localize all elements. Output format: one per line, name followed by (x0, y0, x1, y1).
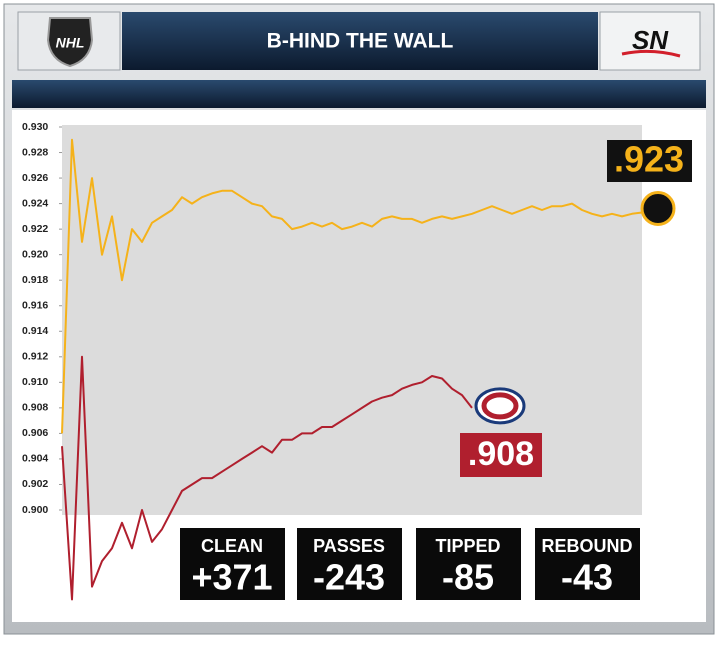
y-tick-label: 0.910 (22, 376, 48, 388)
y-tick-label: 0.918 (22, 274, 48, 286)
y-tick-label: 0.930 (22, 121, 48, 133)
team-logo (481, 392, 519, 420)
y-tick-label: 0.900 (22, 504, 48, 516)
y-tick-label: 0.928 (22, 146, 48, 158)
y-tick-label: 0.912 (22, 351, 48, 363)
end-label-box (460, 433, 542, 477)
sn-logo: SN (632, 25, 669, 55)
stat-label: PASSES (313, 536, 385, 556)
end-label-box (607, 140, 692, 182)
chart-title: B-HIND THE WALL (267, 30, 454, 53)
y-tick-label: 0.904 (22, 453, 48, 465)
stat-box (180, 528, 285, 600)
end-label: .923 (614, 139, 684, 180)
line (61, 355, 473, 601)
y-tick-label: 0.924 (22, 197, 48, 209)
y-tick-label: 0.902 (22, 478, 48, 490)
nhl-logo: NHL (56, 35, 85, 51)
y-tick-label: 0.914 (22, 325, 48, 337)
sub-bar (12, 80, 706, 108)
stat-value: -243 (313, 557, 385, 598)
y-tick-label: 0.908 (22, 402, 48, 414)
title-bar (122, 12, 598, 70)
stat-label: CLEAN (201, 536, 263, 556)
end-label: .908 (468, 435, 534, 473)
stat-label: REBOUND (541, 536, 632, 556)
sn-swoosh (621, 49, 681, 58)
stat-box (297, 528, 402, 600)
nhl-shield (46, 17, 94, 68)
y-tick-label: 0.926 (22, 172, 48, 184)
plot-area (62, 125, 642, 515)
y-tick-label: 0.906 (22, 427, 48, 439)
logo-box (599, 11, 701, 71)
y-tick-label: 0.922 (22, 223, 48, 235)
stat-value: -85 (442, 557, 494, 598)
stat-label: TIPPED (435, 536, 500, 556)
team-logo (640, 191, 676, 227)
stat-box (535, 528, 640, 600)
stat-box (416, 528, 521, 600)
stat-value: +371 (191, 557, 272, 598)
y-tick-label: 0.920 (22, 248, 48, 260)
y-tick-label: 0.916 (22, 300, 48, 312)
line (61, 138, 643, 434)
stat-value: -43 (561, 557, 613, 598)
